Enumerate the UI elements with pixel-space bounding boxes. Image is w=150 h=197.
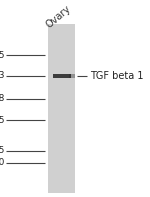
- Bar: [48, 24, 75, 193]
- Text: 75: 75: [0, 51, 4, 60]
- Bar: [52, 74, 70, 78]
- Bar: [69, 74, 75, 78]
- Text: 48: 48: [0, 94, 4, 103]
- Text: 63: 63: [0, 71, 4, 80]
- Text: TGF beta 1: TGF beta 1: [90, 71, 144, 81]
- Text: Ovary: Ovary: [44, 4, 73, 30]
- Text: 20: 20: [0, 158, 4, 167]
- Text: 25: 25: [0, 146, 4, 155]
- Text: 35: 35: [0, 116, 4, 125]
